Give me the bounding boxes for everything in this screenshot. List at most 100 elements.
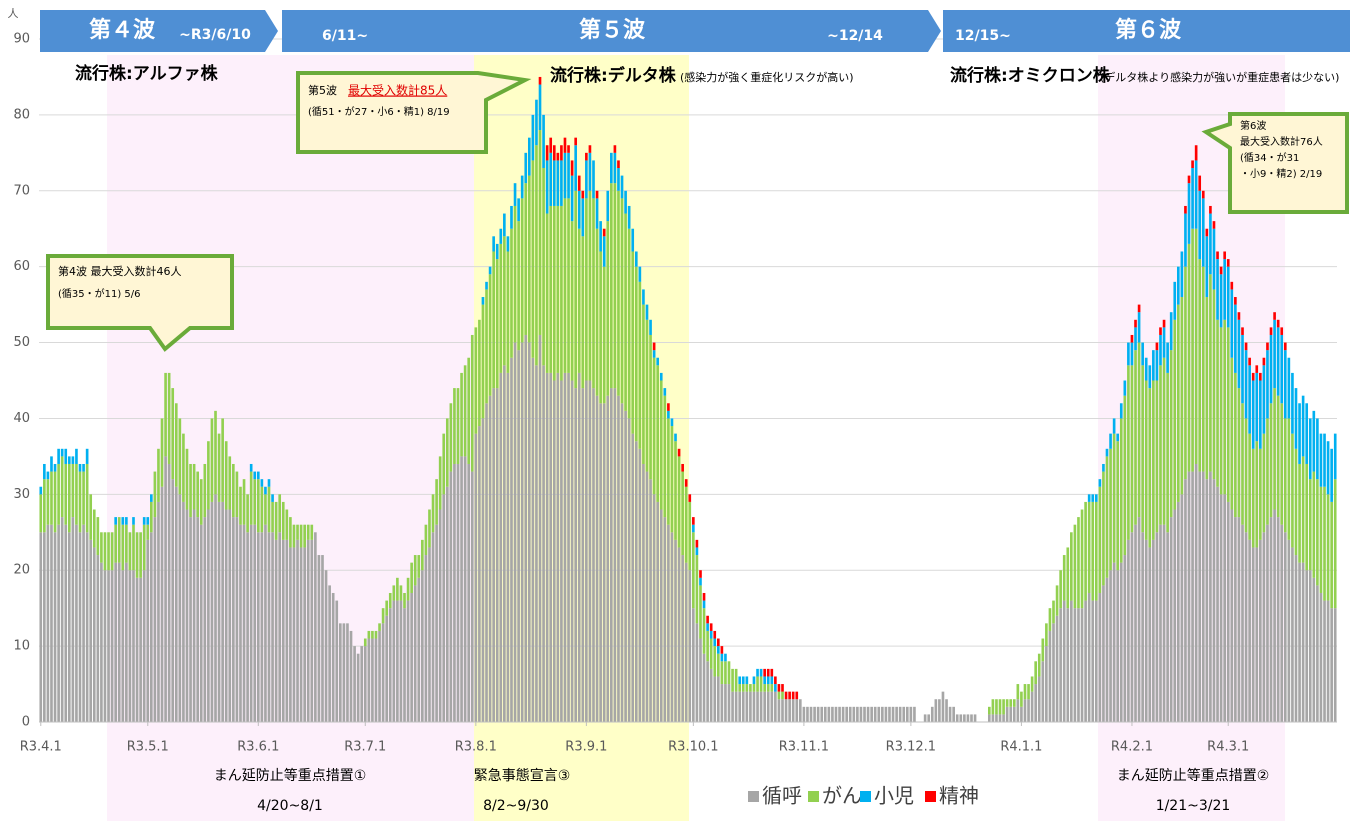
bar-segment — [763, 676, 766, 685]
bar-segment — [998, 714, 1002, 722]
wave-banner — [943, 10, 1350, 52]
bar-segment — [142, 517, 146, 525]
bar-segment — [178, 418, 182, 495]
bar-segment — [652, 494, 656, 722]
bar-segment — [998, 699, 1002, 715]
bar-segment — [406, 600, 410, 722]
bar-segment — [1084, 600, 1087, 722]
bar-segment — [367, 638, 371, 722]
bar-segment — [46, 471, 50, 480]
bar-segment — [592, 388, 595, 722]
bar-segment — [363, 646, 367, 722]
bar-segment — [1155, 350, 1159, 381]
bar-segment — [153, 517, 157, 722]
bar-segment — [1280, 524, 1284, 722]
bar-segment — [567, 152, 570, 199]
bar-segment — [182, 433, 185, 502]
bar-segment — [517, 198, 520, 222]
bar-segment — [1262, 532, 1266, 722]
bar-segment — [321, 555, 324, 722]
bar-segment — [1134, 350, 1137, 525]
bar-segment — [866, 706, 870, 722]
bar-segment — [1219, 327, 1223, 495]
bar-segment — [1191, 471, 1194, 722]
bar-segment — [695, 555, 699, 624]
bar-segment — [1205, 479, 1209, 722]
bar-segment — [150, 501, 153, 533]
bar-segment — [396, 600, 399, 722]
bar-segment — [877, 706, 881, 722]
bar-segment — [542, 365, 545, 722]
bar-segment — [624, 410, 627, 722]
bar-segment — [881, 706, 884, 722]
bar-segment — [392, 600, 396, 722]
bar-segment — [1134, 319, 1137, 328]
bar-segment — [602, 266, 606, 404]
bar-segment — [260, 532, 264, 722]
bar-segment — [146, 524, 150, 540]
bar-segment — [1073, 608, 1077, 722]
bar-segment — [959, 714, 963, 722]
bar-segment — [716, 646, 720, 654]
bar-segment — [756, 676, 759, 692]
bar-segment — [470, 471, 474, 722]
bar-segment — [46, 479, 50, 525]
bar-segment — [164, 372, 167, 457]
bar-segment — [749, 691, 752, 722]
bar-segment — [638, 266, 642, 282]
bar-segment — [289, 547, 292, 722]
bar-segment — [1166, 532, 1169, 722]
bar-segment — [281, 539, 285, 722]
bar-segment — [1059, 608, 1062, 722]
bar-segment — [403, 592, 406, 609]
bar-segment — [970, 714, 973, 722]
bar-segment — [1244, 532, 1248, 722]
bar-segment — [531, 160, 535, 358]
bar-segment — [1266, 350, 1269, 419]
bar-segment — [64, 524, 68, 722]
bar-segment — [784, 691, 788, 700]
bar-segment — [249, 471, 253, 525]
bar-segment — [117, 562, 121, 722]
bar-segment — [599, 251, 602, 404]
bar-segment — [271, 501, 274, 533]
bar-segment — [392, 585, 396, 601]
period-label: まん延防止等重点措置② — [1117, 767, 1270, 784]
bar-segment — [706, 661, 709, 722]
bar-segment — [631, 228, 635, 252]
bar-segment — [256, 532, 260, 722]
wave-start: 6/11~ — [322, 28, 368, 44]
bar-segment — [1109, 570, 1112, 722]
bar-segment — [1251, 380, 1255, 449]
bar-segment — [139, 532, 142, 578]
bar-segment — [64, 448, 68, 464]
bar-segment — [1091, 494, 1095, 502]
bar-segment — [1255, 441, 1259, 548]
bar-segment — [791, 691, 795, 700]
bar-segment — [745, 691, 749, 722]
bar-segment — [1237, 312, 1241, 320]
legend: 循呼 がん 小児 精神 — [748, 784, 979, 808]
bar-segment — [1209, 471, 1212, 722]
bar-segment — [545, 213, 549, 373]
bar-segment — [1052, 623, 1055, 722]
bar-segment — [388, 608, 392, 722]
bar-segment — [1123, 555, 1127, 722]
bar-segment — [150, 532, 153, 722]
callout-text: 第5波 — [308, 83, 337, 97]
bar-segment — [1034, 684, 1037, 722]
bar-segment — [324, 570, 328, 722]
bar-segment — [552, 145, 556, 161]
bar-segment — [1308, 570, 1312, 722]
bar-segment — [1291, 547, 1294, 722]
y-tick-label: 80 — [13, 107, 30, 122]
period-label: 緊急事態宣言③ — [474, 768, 571, 784]
bar-segment — [642, 304, 645, 464]
bar-segment — [627, 228, 631, 419]
callout-text: 第6波 — [1240, 119, 1266, 132]
bar-segment — [581, 190, 585, 199]
bar-segment — [78, 463, 82, 472]
bar-segment — [856, 706, 859, 722]
bar-segment — [1134, 524, 1137, 722]
bar-segment — [1294, 555, 1298, 722]
